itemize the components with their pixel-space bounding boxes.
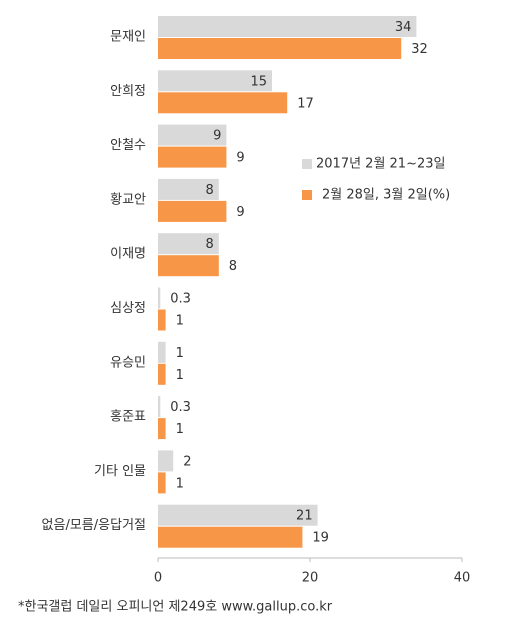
category-label: 없음/모름/응답거절 — [42, 518, 146, 533]
footnote: *한국갤럽 데일리 오피니언 제249호 www.gallup.co.kr — [18, 600, 333, 615]
x-tick-label: 20 — [302, 571, 319, 586]
value-label: 1 — [176, 346, 184, 361]
value-label: 1 — [176, 476, 184, 491]
legend-swatch — [302, 190, 312, 200]
value-label: 34 — [395, 20, 412, 35]
bar — [158, 450, 174, 472]
category-label: 안희정 — [110, 84, 146, 99]
value-label: 0.3 — [170, 292, 191, 307]
bar — [158, 472, 166, 494]
value-label: 21 — [296, 509, 313, 524]
value-label: 19 — [312, 531, 329, 546]
category-label: 안철수 — [110, 138, 146, 153]
x-tick-label: 0 — [154, 571, 162, 586]
value-label: 1 — [176, 422, 184, 437]
value-label: 9 — [213, 129, 221, 144]
bar — [158, 146, 227, 168]
category-label: 황교안 — [110, 192, 146, 207]
legend-label: 2017년 2월 21~23일 — [316, 157, 445, 172]
category-label: 문재인 — [110, 30, 146, 45]
x-tick-label: 40 — [454, 571, 471, 586]
category-label: 기타 인물 — [94, 464, 146, 479]
bar — [158, 38, 402, 59]
value-label: 9 — [236, 151, 244, 166]
value-label: 17 — [297, 96, 314, 111]
bar — [158, 233, 219, 255]
bar — [158, 504, 318, 526]
category-label: 이재명 — [110, 247, 146, 262]
value-label: 9 — [236, 205, 244, 220]
value-label: 0.3 — [170, 400, 191, 415]
bar — [158, 92, 288, 114]
legend-swatch — [302, 159, 312, 169]
category-label: 유승민 — [110, 355, 146, 370]
bar — [158, 396, 161, 418]
value-label: 8 — [206, 183, 214, 198]
bar — [158, 363, 166, 385]
value-label: 8 — [206, 237, 214, 252]
value-label: 2 — [183, 454, 191, 469]
legend-label: 2월 28일, 3월 2일(%) — [322, 188, 450, 203]
category-label: 홍준표 — [110, 410, 146, 425]
value-label: 15 — [250, 74, 267, 89]
bar — [158, 70, 272, 92]
bar — [158, 124, 227, 146]
bar — [158, 178, 219, 200]
bar — [158, 526, 303, 548]
bar — [158, 341, 166, 363]
bar — [158, 309, 166, 331]
bar — [158, 255, 219, 277]
value-label: 1 — [176, 314, 184, 329]
bar — [158, 287, 161, 309]
value-label: 8 — [229, 259, 237, 274]
bar — [158, 200, 227, 222]
category-label: 심상정 — [110, 301, 146, 316]
value-label: 32 — [411, 42, 428, 57]
value-label: 1 — [176, 368, 184, 383]
bar — [158, 418, 166, 440]
bar — [158, 16, 417, 37]
